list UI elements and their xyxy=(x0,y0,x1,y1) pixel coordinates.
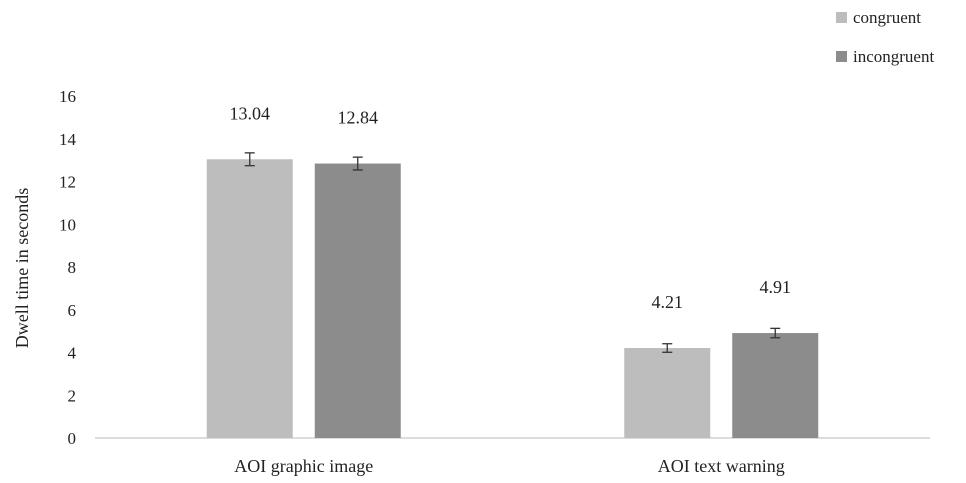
y-tick-label: 16 xyxy=(59,87,76,106)
category-label: AOI text warning xyxy=(658,456,785,476)
data-label: 4.91 xyxy=(760,277,792,297)
bar xyxy=(624,348,711,438)
bar xyxy=(314,163,401,439)
y-tick-label: 14 xyxy=(59,130,77,149)
y-tick-label: 6 xyxy=(68,301,77,320)
data-label: 13.04 xyxy=(230,103,271,123)
legend-swatch xyxy=(836,12,847,23)
y-tick-label: 2 xyxy=(68,386,77,405)
legend: congruent incongruent xyxy=(836,8,934,66)
data-label: 12.84 xyxy=(338,108,379,128)
y-tick-label: 8 xyxy=(68,258,77,277)
legend-label: incongruent xyxy=(853,47,934,66)
legend-label: congruent xyxy=(853,8,921,27)
y-tick-label: 12 xyxy=(59,173,76,192)
bars-group xyxy=(206,159,819,439)
data-label: 4.21 xyxy=(652,292,684,312)
error-bars-group xyxy=(244,152,781,353)
bar xyxy=(206,159,293,438)
legend-swatch xyxy=(836,51,847,62)
y-tick-label: 10 xyxy=(59,215,76,234)
y-axis-title: Dwell time in seconds xyxy=(12,188,32,348)
y-axis-ticks: 0 2 4 6 8 10 12 14 16 xyxy=(59,87,77,448)
bar xyxy=(732,333,819,438)
y-tick-label: 0 xyxy=(68,429,77,448)
data-labels-group: 13.04 12.84 4.21 4.91 xyxy=(230,103,792,312)
category-label: AOI graphic image xyxy=(234,456,373,476)
category-labels-group: AOI graphic image AOI text warning xyxy=(234,456,784,476)
y-tick-label: 4 xyxy=(68,344,77,363)
